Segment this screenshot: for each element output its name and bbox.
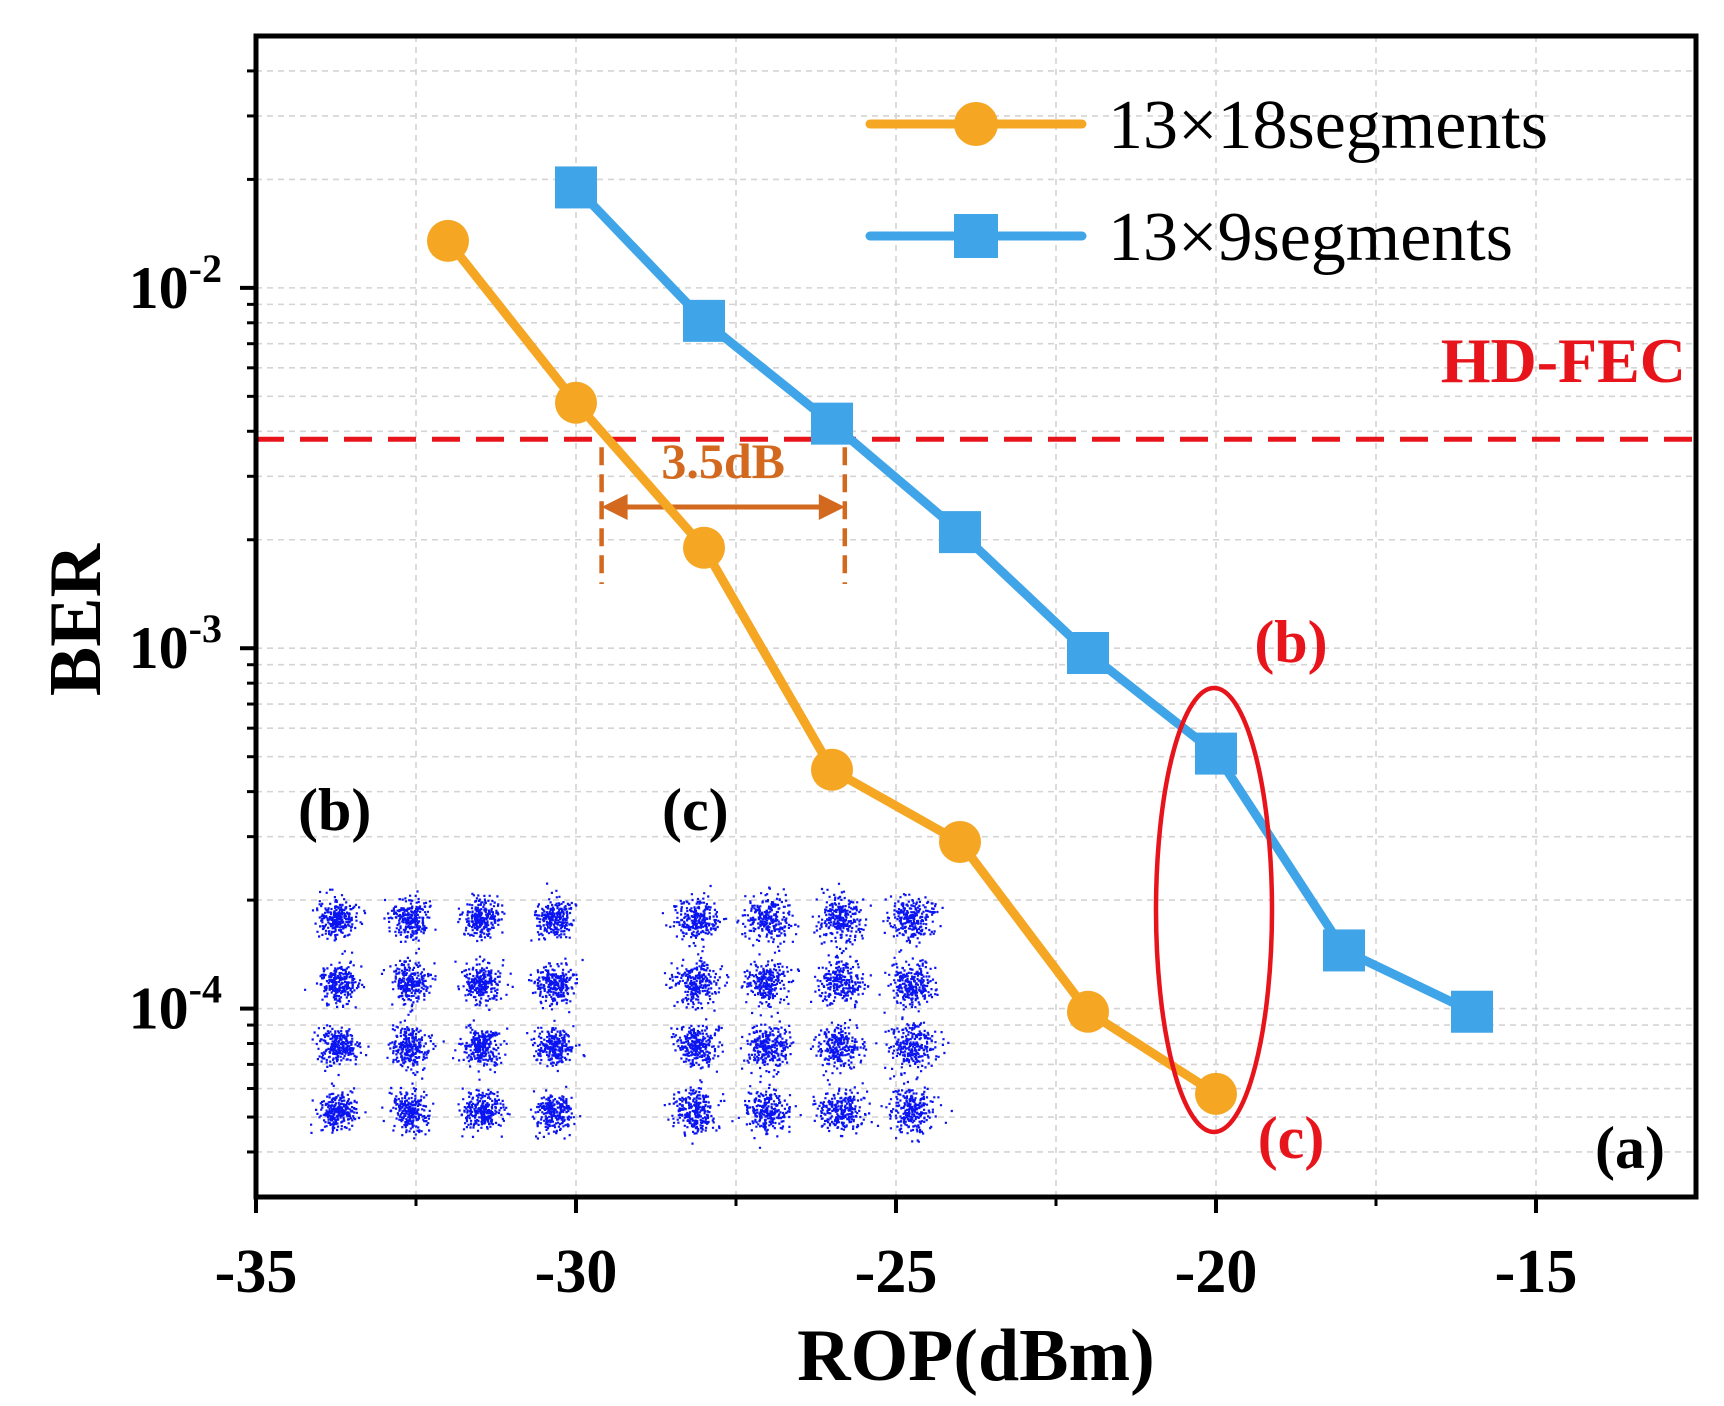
constellation-cluster	[383, 890, 437, 950]
series-line	[571, 182, 1477, 1017]
constellation-cluster	[304, 950, 366, 1009]
data-point	[1195, 732, 1237, 775]
y-tick-label: 10-3	[129, 606, 222, 681]
constellation-cluster	[884, 1016, 950, 1078]
plot-frame	[253, 33, 1699, 1200]
constellation-cluster	[311, 1024, 370, 1077]
labels: ROP(dBm) BER (a) (b) (c)	[35, 542, 1665, 1397]
legend-item-2: 13×9segments	[865, 199, 1513, 276]
y-tick-exponent: -3	[189, 606, 222, 651]
x-axis-label: ROP(dBm)	[797, 1315, 1155, 1397]
constellation-b	[304, 882, 586, 1140]
series-layer	[427, 166, 1493, 1115]
data-point	[1067, 631, 1109, 674]
constellation-cluster	[663, 950, 730, 1012]
highlight-label-c: (c)	[1258, 1105, 1325, 1171]
constellation-cluster	[811, 882, 872, 953]
y-tick-label: 10-2	[129, 246, 222, 321]
data-point	[811, 748, 853, 791]
panel-label-a: (a)	[1595, 1115, 1665, 1181]
inset-label-b: (b)	[298, 777, 371, 843]
constellation-cluster	[530, 882, 578, 942]
data-point	[1323, 929, 1365, 972]
y-axis-label: BER	[35, 542, 117, 696]
inset-label-c: (c)	[662, 777, 729, 843]
data-point	[1451, 990, 1493, 1033]
constellation-cluster	[381, 1082, 435, 1140]
constellation-cluster	[739, 1020, 795, 1078]
constellation-cluster	[809, 1018, 878, 1077]
constellation-cluster	[311, 888, 367, 942]
series-2	[555, 166, 1493, 1033]
y-tick-base: 10	[129, 976, 189, 1042]
x-tick-label: -20	[1175, 1238, 1258, 1306]
legend-marker	[954, 102, 998, 146]
constellation-cluster	[386, 1019, 445, 1080]
constellation-cluster	[882, 893, 944, 953]
hd-fec-threshold: HD-FEC	[256, 325, 1696, 442]
constellation-cluster	[380, 952, 437, 1016]
data-point	[939, 820, 981, 863]
constellation-cluster	[876, 1076, 953, 1143]
data-point	[1195, 1072, 1237, 1115]
constellation-cluster	[736, 886, 800, 954]
constellation-cluster	[529, 1085, 582, 1140]
data-point	[1067, 990, 1109, 1033]
legend-label: 13×18segments	[1108, 87, 1548, 164]
legend-label: 13×9segments	[1108, 199, 1513, 276]
gap-label: 3.5dB	[661, 433, 785, 489]
highlight-ellipse	[1153, 685, 1275, 1135]
constellation-cluster	[454, 955, 514, 1011]
constellation-cluster	[528, 957, 584, 1014]
legend: 13×18segments 13×9segments	[865, 87, 1548, 276]
highlight-label-b: (b)	[1254, 609, 1327, 675]
constellation-cluster	[457, 892, 506, 943]
data-point	[939, 511, 981, 554]
constellation-cluster	[452, 1019, 509, 1074]
x-tick-label: -15	[1495, 1238, 1578, 1306]
constellation-cluster	[526, 1019, 586, 1073]
constellation-cluster	[670, 1018, 724, 1073]
hd-fec-label: HD-FEC	[1441, 325, 1686, 396]
constellation-cluster	[731, 1075, 802, 1149]
gap-arrow-head-left	[601, 494, 628, 520]
y-tick-base: 10	[129, 615, 189, 681]
constellation-cluster	[812, 1079, 873, 1138]
constellation-c	[661, 882, 953, 1149]
highlight-annotation: (b) (c)	[1153, 609, 1328, 1171]
legend-marker	[954, 214, 998, 258]
constellation-cluster	[878, 956, 939, 1014]
data-point	[683, 299, 725, 342]
constellation-cluster	[663, 1079, 726, 1145]
data-point	[811, 402, 853, 445]
legend-item-1: 13×18segments	[865, 87, 1548, 164]
constellation-cluster	[457, 1078, 511, 1138]
constellation-cluster	[810, 947, 872, 1009]
y-tick-exponent: -4	[189, 967, 222, 1012]
constellation-cluster	[661, 884, 728, 948]
constellation-cluster	[310, 1082, 367, 1134]
y-tick-exponent: -2	[189, 246, 222, 291]
y-tick-label: 10-4	[129, 967, 222, 1042]
y-tick-base: 10	[129, 255, 189, 321]
gap-annotation: 3.5dB	[599, 433, 848, 584]
series-1	[427, 219, 1237, 1115]
gap-arrow-head-right	[818, 494, 845, 520]
constellation-insets	[304, 882, 953, 1149]
data-point	[427, 219, 469, 262]
x-tick-label: -35	[215, 1238, 298, 1306]
data-point	[555, 166, 597, 209]
x-tick-label: -25	[855, 1238, 938, 1306]
data-point	[683, 526, 725, 569]
x-tick-label: -30	[535, 1238, 618, 1306]
constellation-cluster	[740, 953, 800, 1018]
data-point	[555, 381, 597, 424]
